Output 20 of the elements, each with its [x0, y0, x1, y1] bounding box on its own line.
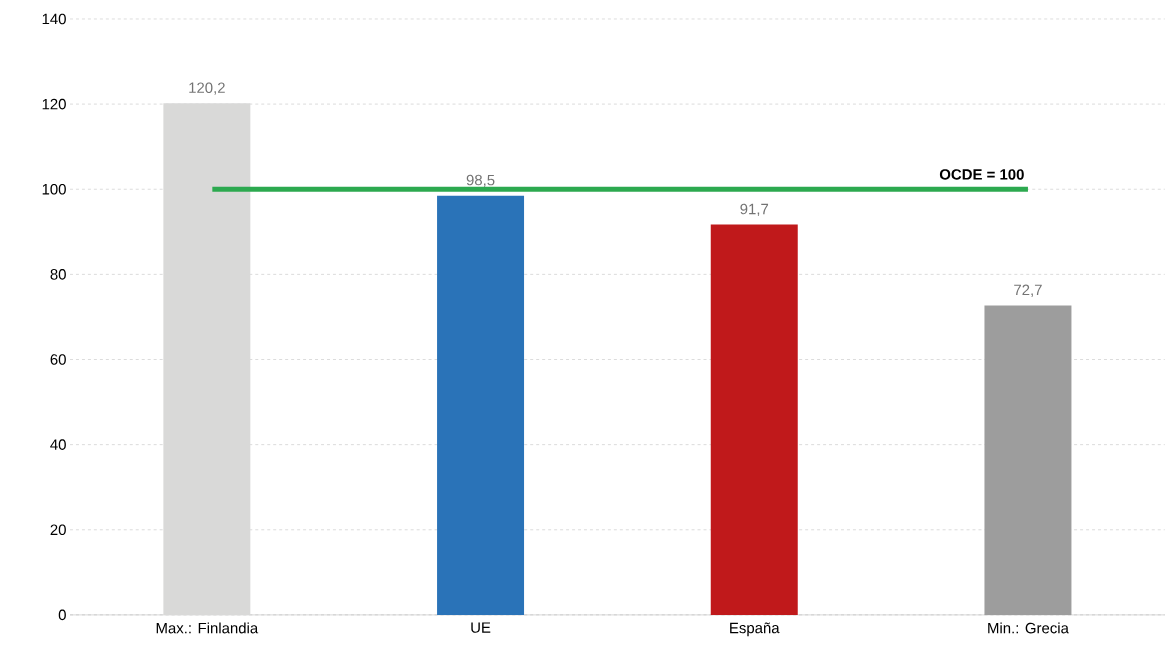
y-tick-label: 60	[50, 354, 66, 365]
x-tick-label: España	[730, 622, 780, 637]
y-tick-label: 0	[58, 609, 66, 621]
y-tick-label: 100	[42, 184, 66, 195]
x-tick-label: Min.: Grecia	[988, 622, 1069, 634]
bar	[163, 103, 251, 615]
x-tick-label: Max.: Finlandia	[156, 622, 259, 634]
data-label: 72,7	[1014, 284, 1042, 297]
bar	[710, 224, 798, 615]
bar	[437, 195, 525, 615]
data-label: 91,7	[740, 203, 769, 217]
y-tick-label: 20	[50, 524, 66, 536]
y-tick-label: 80	[50, 269, 66, 280]
y-tick-label: 40	[50, 439, 66, 450]
y-tick-label: 140	[42, 13, 66, 25]
x-tick-label: UE	[471, 622, 491, 633]
ref-line-label: OCDE = 100	[939, 169, 1024, 180]
y-tick-label: 120	[42, 98, 66, 110]
data-label: 120,2	[189, 82, 225, 95]
data-label: 98,5	[466, 174, 495, 188]
